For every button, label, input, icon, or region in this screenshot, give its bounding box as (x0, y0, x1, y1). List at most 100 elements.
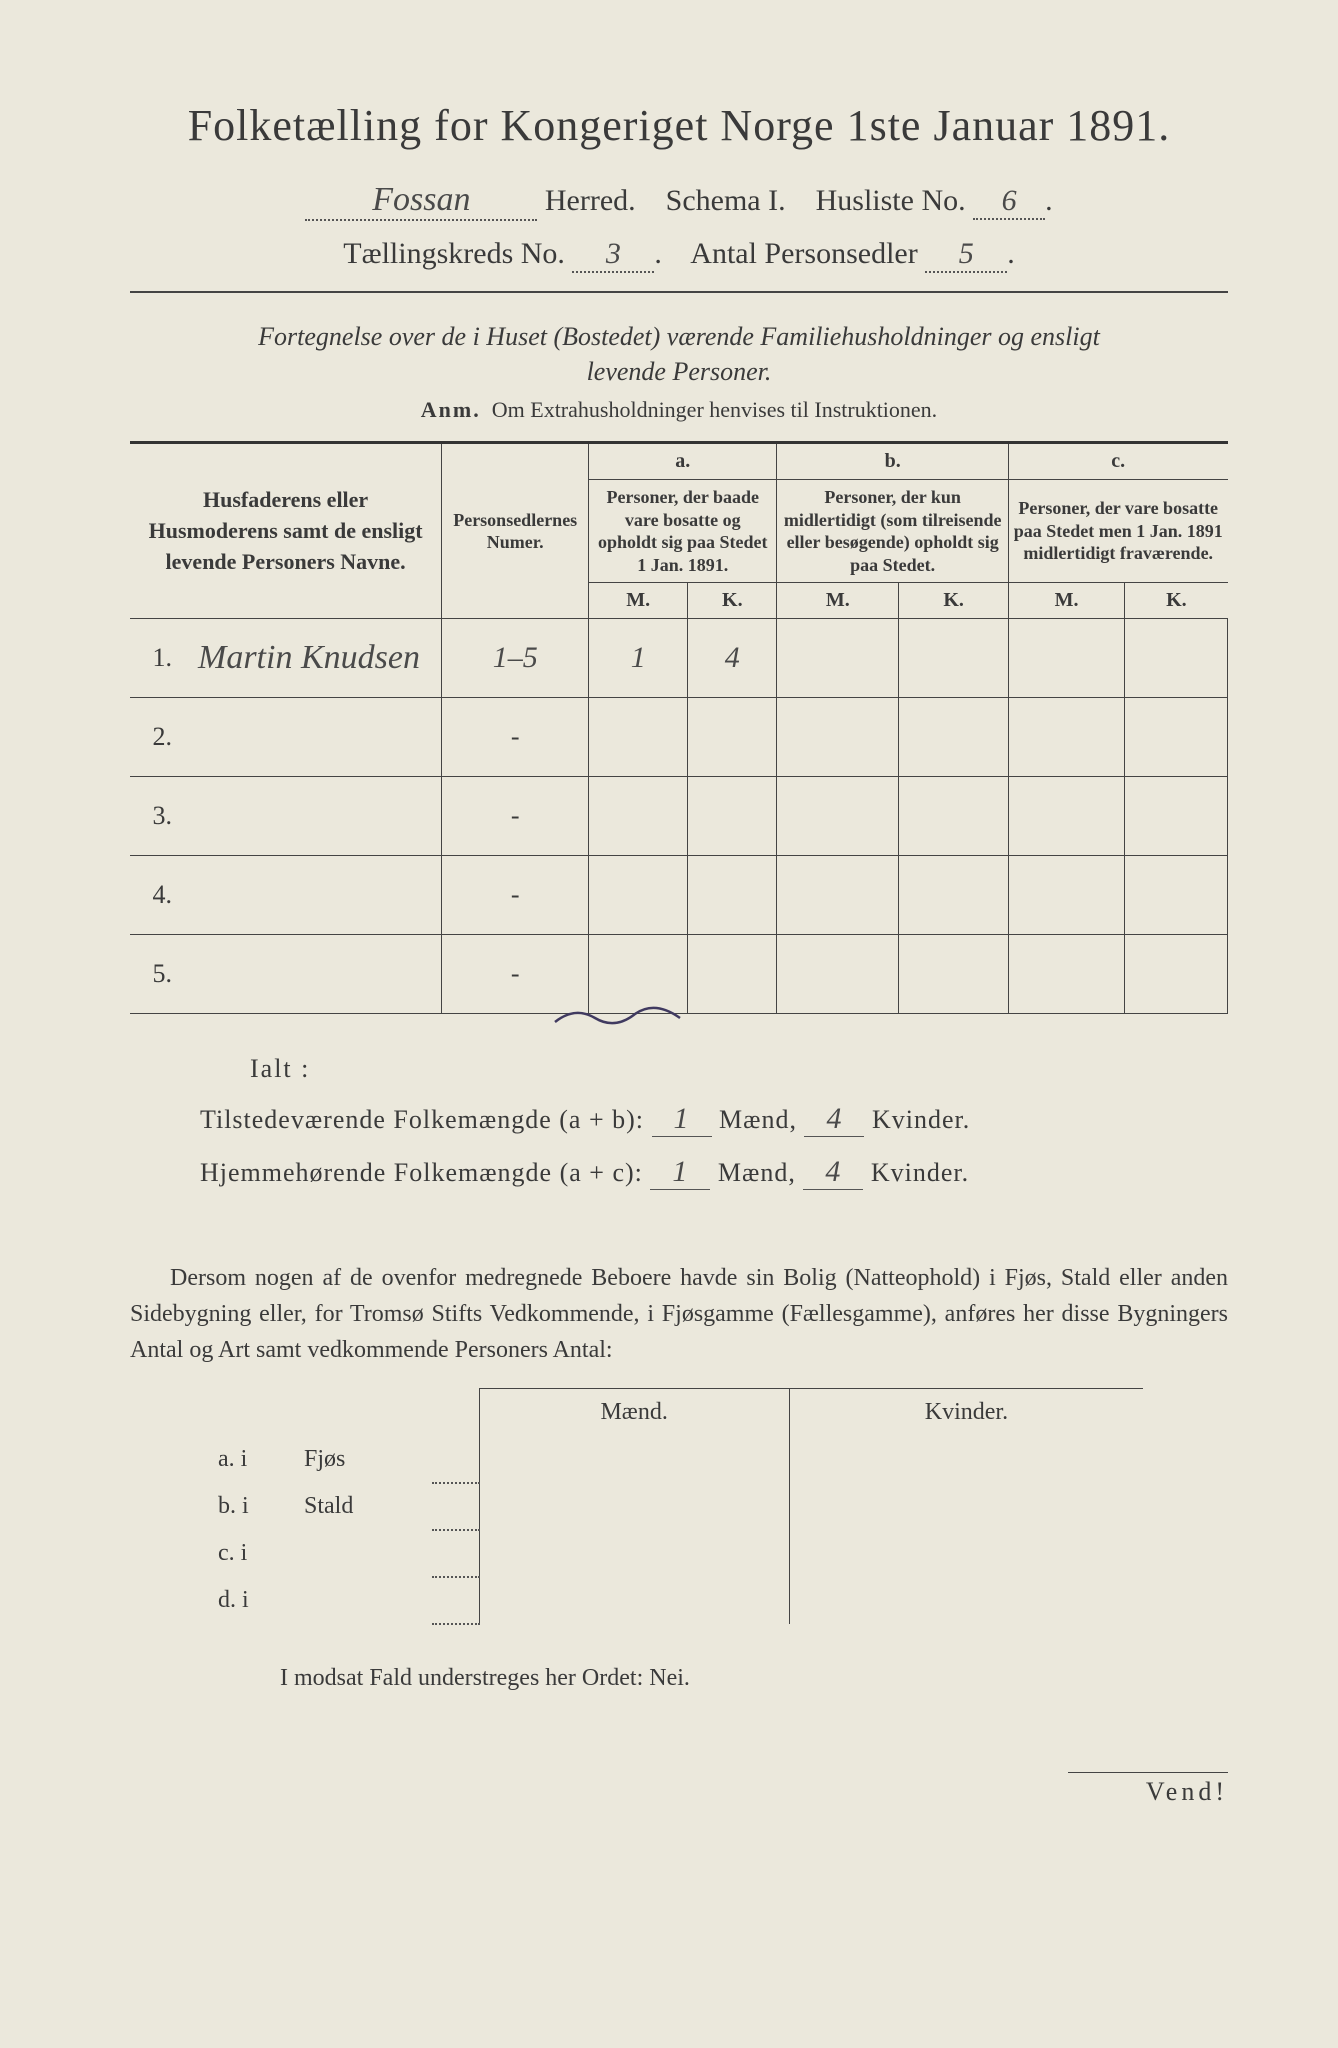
row-name (184, 698, 442, 777)
sub-k (789, 1483, 1143, 1530)
note-line: Anm. Om Extrahusholdninger henvises til … (130, 397, 1228, 423)
table-row: 3. - (130, 777, 1228, 856)
main-table: Husfaderens eller Husmoderens samt de en… (130, 441, 1228, 1014)
kvinder-label-1: Kvinder. (872, 1105, 970, 1134)
row-a-k (688, 935, 777, 1014)
sub-label (296, 1577, 432, 1624)
table-row: 2.- (130, 698, 1228, 777)
sum1-k: 4 (804, 1102, 864, 1137)
row-a-m: 1 (589, 619, 688, 698)
table-row: 1.Martin Knudsen1–514 (130, 619, 1228, 698)
row-b-k (899, 698, 1009, 777)
col-b-m: M. (777, 583, 899, 619)
sub-k (789, 1530, 1143, 1577)
anm-text: Om Extrahusholdninger henvises til Instr… (492, 397, 937, 422)
herred-value: Fossan (305, 181, 537, 221)
row-num: 4. (130, 856, 184, 935)
sub-label: Stald (296, 1483, 432, 1530)
sub-m (479, 1530, 789, 1577)
row-b-m (777, 619, 899, 698)
row-a-m (589, 935, 688, 1014)
sub-row: d. i (210, 1577, 1143, 1624)
antal-label: Antal Personsedler (690, 237, 917, 270)
tally-squiggle (550, 1004, 1228, 1024)
row-a-m (589, 856, 688, 935)
maend-label-2: Mænd, (718, 1158, 796, 1187)
sum2-k: 4 (803, 1155, 863, 1190)
anm-label: Anm. (421, 397, 481, 422)
sub-m (479, 1483, 789, 1530)
sub-key: d. i (210, 1577, 296, 1624)
row-name: Martin Knudsen (184, 619, 442, 698)
col-b-text: Personer, der kun midlertidigt (som tilr… (777, 480, 1009, 583)
row-a-k: 4 (688, 619, 777, 698)
subtitle-line1: Fortegnelse over de i Huset (Bostedet) v… (258, 322, 1100, 351)
row-c-k (1125, 856, 1228, 935)
sub-col-m: Mænd. (479, 1389, 789, 1437)
herred-label: Herred. (545, 184, 636, 217)
col-c-text: Personer, der vare bosatte paa Stedet me… (1009, 480, 1228, 583)
row-b-k (899, 777, 1009, 856)
vend-label: Vend! (1068, 1772, 1228, 1807)
header-line-3: Tællingskreds No. 3. Antal Personsedler … (130, 237, 1228, 273)
row-a-m (589, 777, 688, 856)
sub-k (789, 1436, 1143, 1483)
row-b-m (777, 777, 899, 856)
sub-label: Fjøs (296, 1436, 432, 1483)
row-num: 2. (130, 698, 184, 777)
row-sedler: - (442, 856, 589, 935)
sub-key: a. i (210, 1436, 296, 1483)
sub-table: Mænd. Kvinder. a. iFjøsb. iStaldc. id. i (210, 1388, 1143, 1625)
row-c-m (1009, 935, 1125, 1014)
row-sedler: - (442, 777, 589, 856)
sum2-label: Hjemmehørende Folkemængde (a + c): (200, 1158, 643, 1187)
sub-label (296, 1530, 432, 1577)
col-b-k: K. (899, 583, 1009, 619)
sub-col-k: Kvinder. (789, 1389, 1143, 1437)
husliste-value: 6 (973, 184, 1045, 220)
row-num: 5. (130, 935, 184, 1014)
sub-dots (432, 1483, 479, 1530)
ialt-label: Ialt : (250, 1054, 1228, 1084)
row-b-k (899, 856, 1009, 935)
census-form-page: Folketælling for Kongeriget Norge 1ste J… (0, 0, 1338, 2048)
sum-line-2: Hjemmehørende Folkemængde (a + c): 1 Mæn… (200, 1155, 1228, 1190)
row-a-k (688, 777, 777, 856)
table-row: 4. - (130, 856, 1228, 935)
sub-key: c. i (210, 1530, 296, 1577)
row-b-m (777, 935, 899, 1014)
sub-row: b. iStald (210, 1483, 1143, 1530)
row-name (184, 935, 442, 1014)
col-c-head: c. (1009, 443, 1228, 480)
row-b-k (899, 619, 1009, 698)
subtitle-line2: levende Personer. (587, 357, 772, 386)
kvinder-label-2: Kvinder. (871, 1158, 969, 1187)
row-a-k (688, 698, 777, 777)
row-c-m (1009, 619, 1125, 698)
sum1-label: Tilstedeværende Folkemængde (a + b): (200, 1105, 644, 1134)
page-title: Folketælling for Kongeriget Norge 1ste J… (130, 100, 1228, 151)
kreds-label: Tællingskreds No. (343, 237, 565, 270)
schema-label: Schema I. (666, 184, 786, 217)
row-sedler: - (442, 935, 589, 1014)
sum2-m: 1 (650, 1155, 710, 1190)
row-num: 3. (130, 777, 184, 856)
row-b-m (777, 856, 899, 935)
building-paragraph: Dersom nogen af de ovenfor medregnede Be… (130, 1260, 1228, 1368)
col-c-m: M. (1009, 583, 1125, 619)
row-c-m (1009, 856, 1125, 935)
col-names: Husfaderens eller Husmoderens samt de en… (130, 443, 442, 619)
sub-row: a. iFjøs (210, 1436, 1143, 1483)
sub-k (789, 1577, 1143, 1624)
row-c-k (1125, 935, 1228, 1014)
table-row: 5. - (130, 935, 1228, 1014)
sub-key: b. i (210, 1483, 296, 1530)
row-b-m (777, 698, 899, 777)
row-a-k (688, 856, 777, 935)
row-c-k (1125, 777, 1228, 856)
col-a-k: K. (688, 583, 777, 619)
col-b-head: b. (777, 443, 1009, 480)
subtitle: Fortegnelse over de i Huset (Bostedet) v… (130, 319, 1228, 389)
row-sedler: 1–5 (442, 619, 589, 698)
row-c-m (1009, 698, 1125, 777)
